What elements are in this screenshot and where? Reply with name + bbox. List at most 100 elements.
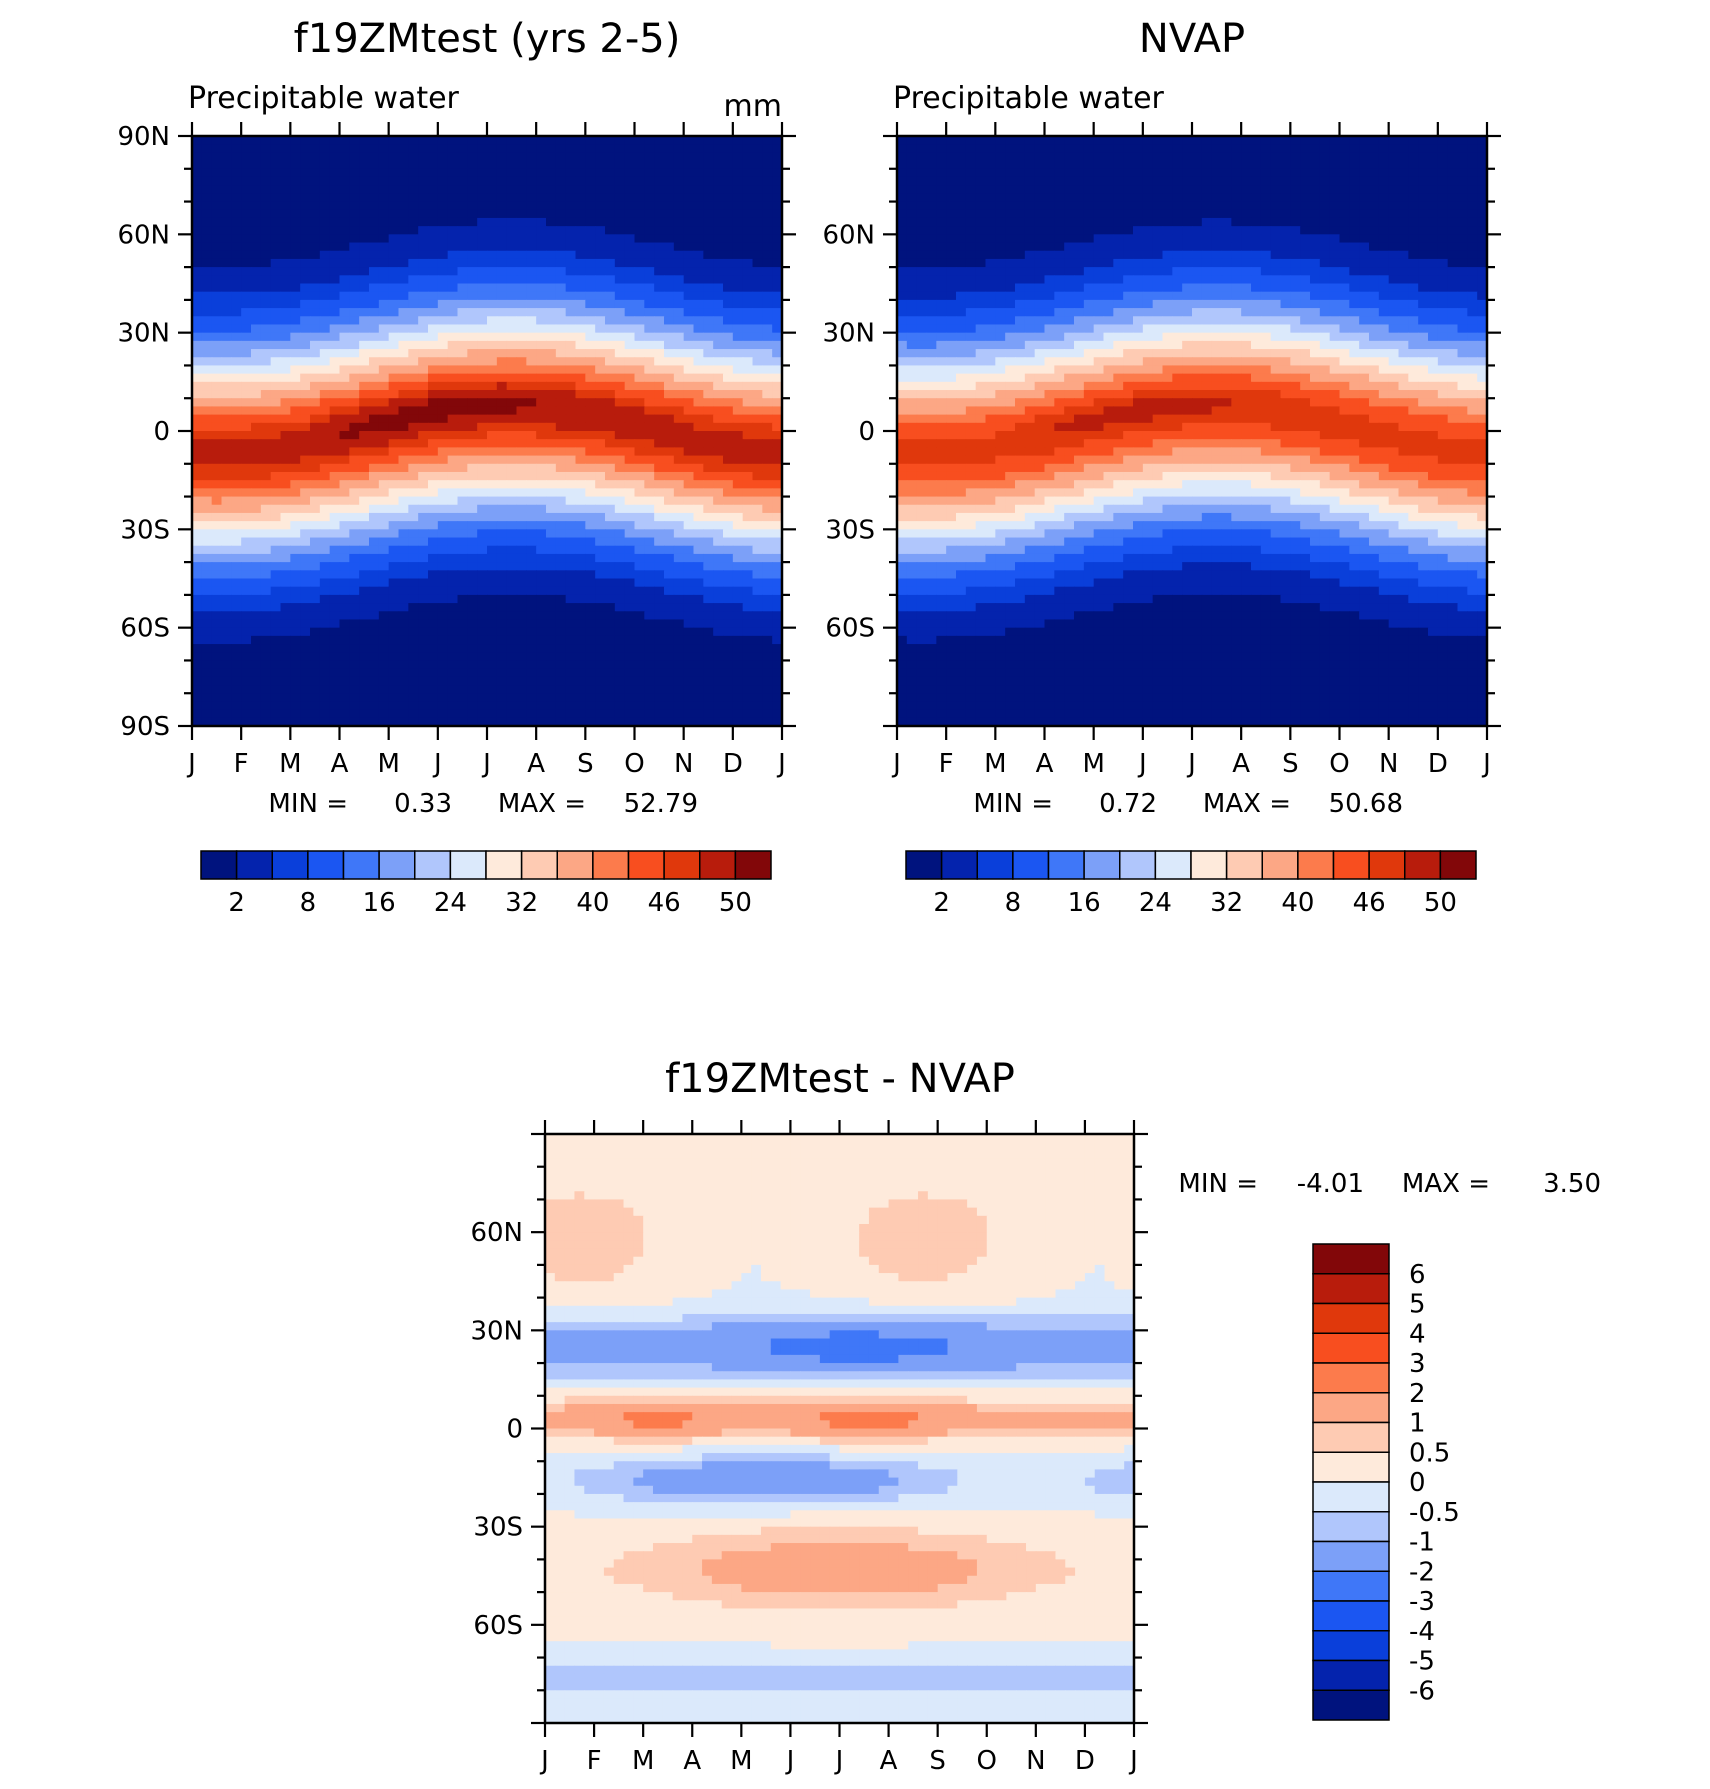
- contour-cell: [290, 497, 300, 506]
- contour-cell: [438, 144, 448, 153]
- contour-cell: [487, 185, 497, 194]
- contour-cell: [1025, 144, 1035, 153]
- contour-cell: [271, 529, 281, 538]
- contour-cell: [674, 161, 684, 170]
- contour-cell: [418, 538, 428, 547]
- contour-cell: [654, 554, 664, 563]
- contour-cell: [703, 308, 713, 317]
- contour-cell: [585, 701, 595, 710]
- contour-cell: [320, 554, 330, 563]
- contour-cell: [399, 324, 409, 333]
- contour-cell: [1222, 169, 1232, 178]
- contour-cell: [271, 513, 281, 522]
- contour-cell: [654, 595, 664, 604]
- contour-cell: [654, 562, 664, 571]
- contour-cell: [733, 243, 743, 252]
- contour-cell: [753, 513, 763, 522]
- contour-cell: [359, 324, 369, 333]
- contour-cell: [674, 210, 684, 219]
- contour-cell: [1290, 193, 1300, 202]
- contour-cell: [576, 660, 586, 669]
- contour-cell: [389, 243, 399, 252]
- contour-cell: [487, 398, 497, 407]
- contour-cell: [684, 431, 694, 440]
- contour-cell: [625, 284, 635, 293]
- contour-cell: [753, 210, 763, 219]
- contour-cell: [487, 243, 497, 252]
- contour-cell: [418, 308, 428, 317]
- contour-cell: [713, 439, 723, 448]
- contour-cell: [546, 677, 556, 686]
- contour-cell: [556, 382, 566, 391]
- contour-cell: [212, 267, 222, 276]
- contour-cell: [320, 398, 330, 407]
- contour-cell: [546, 398, 556, 407]
- contour-cell: [966, 193, 976, 202]
- contour-cell: [477, 341, 487, 350]
- contour-cell: [1310, 202, 1320, 211]
- contour-cell: [897, 185, 907, 194]
- contour-cell: [1379, 152, 1389, 161]
- contour-cell: [703, 587, 713, 596]
- contour-cell: [1261, 136, 1271, 145]
- contour-cell: [389, 464, 399, 473]
- contour-cell: [458, 497, 468, 506]
- contour-cell: [467, 480, 477, 489]
- contour-cell: [458, 554, 468, 563]
- contour-cell: [576, 226, 586, 235]
- contour-cell: [556, 275, 566, 284]
- contour-cell: [290, 177, 300, 186]
- contour-cell: [212, 423, 222, 432]
- contour-cell: [408, 472, 418, 481]
- contour-cell: [546, 587, 556, 596]
- contour-cell: [231, 480, 241, 489]
- contour-cell: [703, 169, 713, 178]
- contour-cell: [448, 341, 458, 350]
- contour-cell: [635, 341, 645, 350]
- contour-cell: [644, 644, 654, 653]
- contour-cell: [1379, 169, 1389, 178]
- contour-cell: [615, 603, 625, 612]
- contour-cell: [212, 374, 222, 383]
- contour-cell: [281, 570, 291, 579]
- contour-cell: [556, 701, 566, 710]
- contour-cell: [241, 193, 251, 202]
- x-tick-label: M: [279, 749, 301, 779]
- contour-cell: [379, 587, 389, 596]
- contour-cell: [389, 521, 399, 530]
- contour-cell: [212, 447, 222, 456]
- contour-cell: [212, 357, 222, 366]
- contour-cell: [595, 202, 605, 211]
- contour-cell: [487, 259, 497, 268]
- contour-cell: [1369, 202, 1379, 211]
- contour-cell: [251, 497, 261, 506]
- contour-cell: [595, 177, 605, 186]
- contour-cell: [526, 234, 536, 243]
- contour-cell: [507, 136, 517, 145]
- contour-cell: [684, 439, 694, 448]
- contour-cell: [625, 579, 635, 588]
- contour-cell: [477, 513, 487, 522]
- contour-cell: [231, 423, 241, 432]
- contour-cell: [320, 652, 330, 661]
- contour-cell: [222, 169, 232, 178]
- contour-cell: [644, 480, 654, 489]
- contour-cell: [349, 267, 359, 276]
- contour-cell: [271, 644, 281, 653]
- contour-cell: [408, 480, 418, 489]
- contour-cell: [467, 644, 477, 653]
- contour-cell: [320, 710, 330, 719]
- contour-cell: [1074, 144, 1084, 153]
- contour-cell: [1369, 185, 1379, 194]
- contour-cell: [566, 595, 576, 604]
- contour-cell: [684, 456, 694, 465]
- contour-cell: [566, 365, 576, 374]
- contour-cell: [576, 480, 586, 489]
- contour-cell: [497, 341, 507, 350]
- contour-cell: [300, 701, 310, 710]
- contour-cell: [605, 480, 615, 489]
- contour-cell: [379, 710, 389, 719]
- contour-cell: [1133, 193, 1143, 202]
- contour-cell: [261, 390, 271, 399]
- contour-cell: [231, 218, 241, 227]
